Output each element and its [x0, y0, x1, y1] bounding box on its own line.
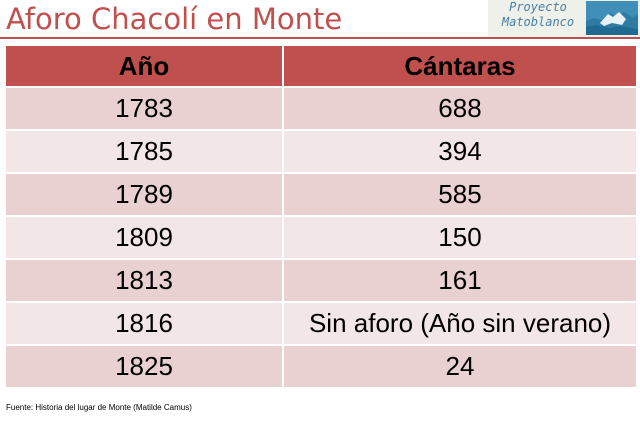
header-year: Año	[6, 46, 282, 88]
cell-cantaras: 150	[282, 217, 636, 260]
cell-cantaras: 161	[282, 260, 636, 303]
cell-year: 1789	[6, 174, 282, 217]
logo-line-1: Proyecto	[509, 0, 567, 14]
chacoli-table: Año Cántaras 1783 688 1785 394 1789 585 …	[6, 46, 636, 389]
cell-cantaras: 688	[282, 88, 636, 131]
header-cantaras: Cántaras	[282, 46, 636, 88]
cell-year: 1809	[6, 217, 282, 260]
page-title: Aforo Chacolí en Monte	[6, 2, 343, 36]
cell-cantaras: 585	[282, 174, 636, 217]
table-row: 1825 24	[6, 346, 636, 389]
table-row: 1816 Sin aforo (Año sin verano)	[6, 303, 636, 346]
cell-cantaras: 394	[282, 131, 636, 174]
cell-year: 1825	[6, 346, 282, 389]
cell-year: 1783	[6, 88, 282, 131]
cell-year: 1785	[6, 131, 282, 174]
table-row: 1783 688	[6, 88, 636, 131]
table-row: 1813 161	[6, 260, 636, 303]
table-row: 1809 150	[6, 217, 636, 260]
table-header-row: Año Cántaras	[6, 46, 636, 88]
cell-cantaras: Sin aforo (Año sin verano)	[282, 303, 636, 346]
table-row: 1789 585	[6, 174, 636, 217]
mountain-logo-icon	[586, 1, 638, 35]
cell-year: 1816	[6, 303, 282, 346]
source-note: Fuente: Historia del lugar de Monte (Mat…	[6, 403, 192, 412]
logo-line-2: Matoblanco	[501, 15, 575, 29]
title-divider	[0, 37, 640, 39]
logo-text: Proyecto Matoblanco	[494, 0, 582, 30]
cell-year: 1813	[6, 260, 282, 303]
table-row: 1785 394	[6, 131, 636, 174]
cell-cantaras: 24	[282, 346, 636, 389]
project-logo: Proyecto Matoblanco	[488, 0, 640, 37]
